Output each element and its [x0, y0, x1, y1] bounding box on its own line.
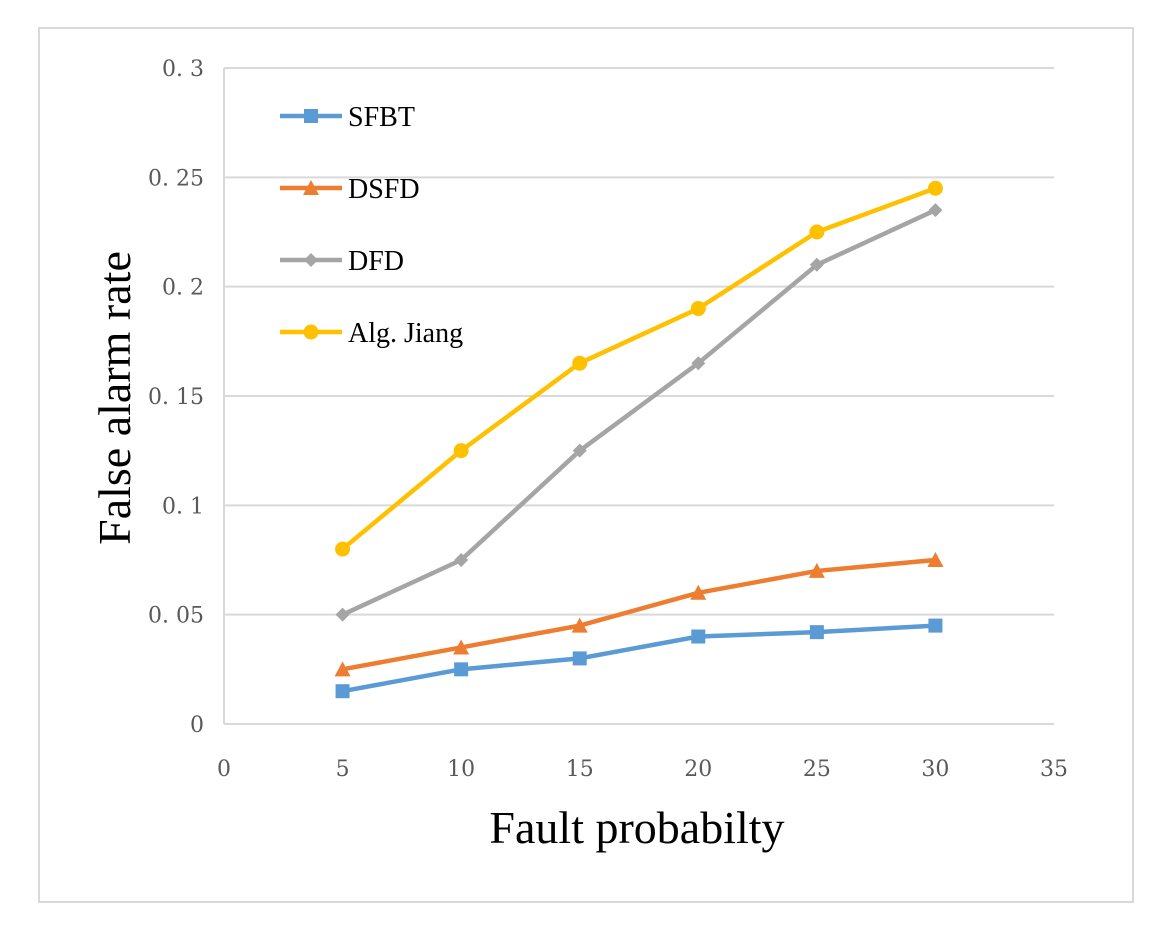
y-tick-label-0: 0 [190, 713, 204, 738]
chart-frame [38, 27, 1134, 903]
legend: SFBT DSFD DFD Alg. Jiang [280, 102, 463, 349]
y-tick-label-3: 0. 15 [148, 385, 204, 410]
x-tick-label-7: 35 [1040, 757, 1068, 782]
y-axis-title: False alarm rate [89, 251, 140, 545]
legend-item-sfbt: SFBT [280, 102, 415, 133]
point-dfd-10 [454, 553, 469, 567]
series-group [334, 180, 944, 699]
series-line-dsfd [342, 557, 936, 672]
point-dfd-30 [928, 203, 943, 218]
gridlines [224, 67, 1054, 616]
point-alg-jiang-20 [690, 301, 706, 317]
point-alg-jiang-10 [453, 443, 469, 459]
series-dsfd [334, 552, 944, 677]
x-tick-label-4: 20 [684, 757, 712, 782]
x-axis-title: Fault probabilty [489, 802, 784, 853]
legend-swatch-marker-alg-jiang [303, 324, 319, 340]
legend-label-alg-jiang: Alg. Jiang [348, 318, 463, 349]
point-alg-jiang-15 [572, 355, 588, 371]
x-tick-label-1: 5 [336, 757, 350, 782]
series-line-alg-jiang [341, 186, 937, 551]
x-tick-labels: 0 5 10 15 20 25 30 35 [217, 757, 1068, 782]
series-line-sfbt [342, 623, 936, 694]
axes [223, 68, 1054, 725]
y-tick-label-2: 0. 1 [162, 494, 204, 519]
legend-swatch-marker-sfbt [304, 109, 318, 123]
y-tick-label-5: 0. 25 [148, 166, 204, 191]
x-tick-label-6: 30 [921, 757, 949, 782]
y-tick-label-6: 0. 3 [162, 57, 204, 82]
point-dfd-20 [691, 356, 706, 371]
point-dsfd-10 [453, 639, 470, 655]
point-dfd-5 [335, 607, 350, 622]
y-tick-label-1: 0. 05 [148, 604, 204, 629]
point-sfbt-30 [928, 618, 943, 633]
point-alg-jiang-5 [335, 541, 351, 557]
x-tick-label-3: 15 [566, 757, 594, 782]
point-dsfd-15 [571, 617, 588, 633]
point-sfbt-5 [335, 684, 350, 699]
legend-label-sfbt: SFBT [348, 102, 415, 133]
y-tick-label-4: 0. 2 [162, 276, 204, 301]
point-dsfd-20 [690, 584, 707, 600]
point-alg-jiang-25 [809, 224, 825, 240]
point-dfd-25 [809, 257, 824, 272]
y-tick-labels: 0 0. 05 0. 1 0. 15 0. 2 0. 25 0. 3 [148, 57, 204, 738]
point-alg-jiang-30 [927, 180, 943, 196]
x-tick-label-5: 25 [803, 757, 831, 782]
legend-swatch-marker-dfd [304, 253, 318, 267]
legend-item-alg-jiang: Alg. Jiang [280, 318, 463, 349]
legend-label-dsfd: DSFD [348, 174, 420, 205]
series-dfd [335, 203, 943, 622]
point-sfbt-25 [809, 625, 824, 640]
point-dfd-15 [572, 443, 587, 458]
point-dsfd-30 [927, 552, 944, 567]
legend-item-dfd: DFD [280, 246, 404, 277]
point-sfbt-20 [691, 629, 706, 644]
x-tick-label-0: 0 [217, 757, 231, 782]
point-sfbt-10 [454, 662, 469, 677]
point-sfbt-15 [572, 651, 587, 666]
x-tick-label-2: 10 [447, 757, 475, 782]
legend-item-dsfd: DSFD [280, 174, 420, 205]
point-dsfd-25 [808, 562, 825, 578]
series-sfbt [335, 618, 943, 699]
legend-label-dfd: DFD [348, 246, 404, 277]
legend-swatch-marker-dsfd [303, 180, 319, 195]
series-alg-jiang [335, 180, 943, 557]
point-dsfd-5 [334, 661, 351, 677]
series-line-dfd [341, 208, 937, 617]
